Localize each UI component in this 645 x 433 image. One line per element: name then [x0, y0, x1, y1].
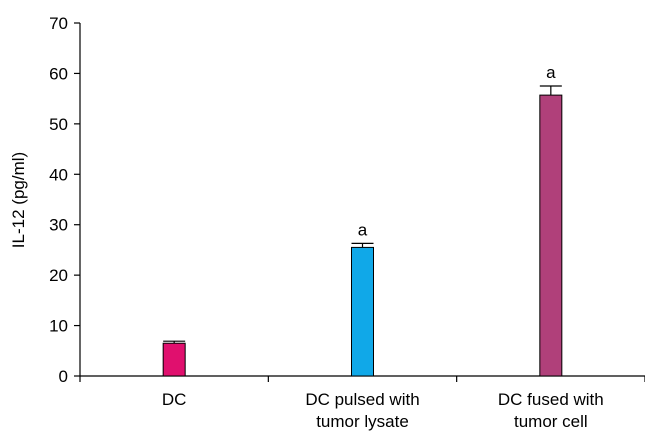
y-tick-label: 50 [49, 115, 68, 134]
y-axis-label: IL-12 (pg/ml) [9, 152, 28, 248]
y-axis: 0 10 20 30 40 50 60 70 [49, 14, 81, 386]
category-label: DC [162, 390, 187, 409]
y-tick-label: 10 [49, 317, 68, 336]
y-tick-label: 70 [49, 14, 68, 33]
category-label: DC pulsed with [305, 390, 419, 409]
y-tick-label: 20 [49, 266, 68, 285]
category-label: DC fused with [498, 390, 604, 409]
bar [351, 246, 374, 377]
significance-label: a [546, 63, 556, 82]
bars: DC a DC pulsed with tumor lysate a DC fused w… [162, 63, 604, 431]
category-label: tumor lysate [316, 412, 409, 431]
y-tick-label: 0 [59, 367, 68, 386]
y-tick-label: 30 [49, 216, 68, 235]
x-axis [79, 375, 645, 382]
bar [162, 342, 186, 377]
significance-label: a [358, 220, 368, 239]
bar [539, 94, 563, 377]
y-tick-label: 40 [49, 165, 68, 184]
y-tick-label: 60 [49, 64, 68, 83]
category-label: tumor cell [514, 412, 588, 431]
